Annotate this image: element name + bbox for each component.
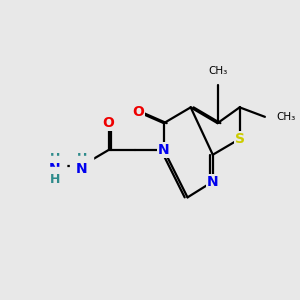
Text: N: N (158, 143, 170, 157)
Text: O: O (133, 105, 145, 119)
Text: N: N (76, 162, 88, 176)
Text: O: O (103, 116, 115, 130)
Text: N: N (207, 175, 219, 189)
Text: H: H (50, 172, 60, 186)
Text: H: H (76, 152, 87, 165)
Text: H: H (50, 152, 60, 165)
Text: S: S (235, 132, 244, 146)
Text: N: N (49, 162, 61, 176)
Text: CH₃: CH₃ (276, 112, 295, 122)
Text: CH₃: CH₃ (208, 66, 227, 76)
